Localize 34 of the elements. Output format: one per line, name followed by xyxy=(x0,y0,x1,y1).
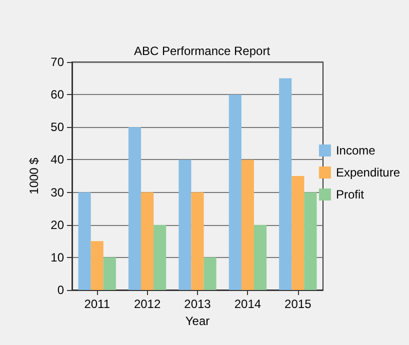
y-tick-label: 0 xyxy=(57,283,64,297)
bar xyxy=(191,192,204,290)
x-tick-label: 2015 xyxy=(284,297,312,311)
bar xyxy=(103,257,116,290)
bar xyxy=(241,160,254,290)
legend-label: Income xyxy=(336,144,376,158)
bar xyxy=(154,224,166,290)
y-tick-label: 30 xyxy=(50,185,64,200)
bar xyxy=(228,94,242,290)
bar xyxy=(141,192,154,290)
legend-label: Profit xyxy=(336,188,365,202)
bar xyxy=(90,241,104,290)
x-tick-label: 2012 xyxy=(134,297,161,311)
bar xyxy=(128,127,142,290)
y-tick-label: 10 xyxy=(50,250,64,264)
y-tick-label: 70 xyxy=(50,55,64,69)
y-axis-title: 1000 $ xyxy=(26,157,41,194)
y-tick-label: 60 xyxy=(50,88,64,102)
x-tick-label: 2013 xyxy=(184,297,212,311)
chart-title: ABC Performance Report xyxy=(134,44,271,58)
bar xyxy=(254,224,267,290)
bar xyxy=(78,192,91,290)
x-tick-label: 2014 xyxy=(234,297,262,311)
x-axis-title: Year xyxy=(185,314,210,328)
bar xyxy=(292,176,304,290)
y-tick-label: 40 xyxy=(50,152,64,167)
bar xyxy=(304,192,317,290)
bar xyxy=(279,78,292,290)
legend-label: Expenditure xyxy=(336,166,400,180)
bar xyxy=(204,257,216,290)
bar xyxy=(178,160,192,290)
y-tick-label: 50 xyxy=(50,120,64,134)
x-tick-label: 2011 xyxy=(84,297,110,311)
y-tick-label: 20 xyxy=(50,218,64,232)
